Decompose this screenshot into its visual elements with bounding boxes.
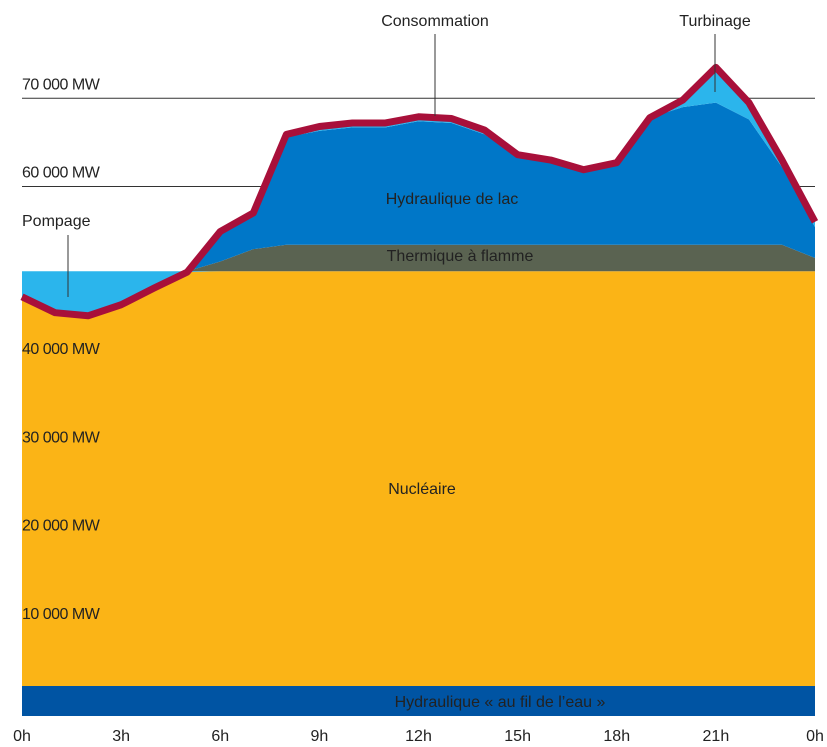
consumption-line xyxy=(20,63,819,320)
series-label: Hydraulique « au fil de l’eau » xyxy=(395,694,606,711)
x-tick-label: 18h xyxy=(603,728,630,745)
x-tick-label: 12h xyxy=(405,728,432,745)
x-tick-label: 15h xyxy=(504,728,531,745)
y-tick-label: 30 000 MW xyxy=(22,429,101,446)
x-tick-label: 0h xyxy=(13,728,31,745)
series-label: Pompage xyxy=(22,213,91,230)
series-label: Hydraulique de lac xyxy=(386,191,519,208)
y-tick-label: 20 000 MW xyxy=(22,518,101,535)
y-tick-label: 10 000 MW xyxy=(22,606,101,623)
area xyxy=(22,685,815,716)
line-label: Consommation xyxy=(381,13,489,30)
x-tick-label: 0h xyxy=(806,728,824,745)
x-tick-label: 3h xyxy=(112,728,130,745)
series-label: Thermique à flamme xyxy=(387,248,534,265)
x-tick-label: 9h xyxy=(310,728,328,745)
area xyxy=(22,102,815,272)
area xyxy=(22,271,815,686)
y-tick-label: 60 000 MW xyxy=(22,165,101,182)
y-tick-label: 40 000 MW xyxy=(22,341,101,358)
y-tick-label: 70 000 MW xyxy=(22,76,101,93)
x-tick-label: 21h xyxy=(703,728,730,745)
series-label: Nucléaire xyxy=(388,481,456,498)
series-label: Turbinage xyxy=(679,13,751,30)
x-tick-label: 6h xyxy=(211,728,229,745)
area xyxy=(22,244,815,272)
